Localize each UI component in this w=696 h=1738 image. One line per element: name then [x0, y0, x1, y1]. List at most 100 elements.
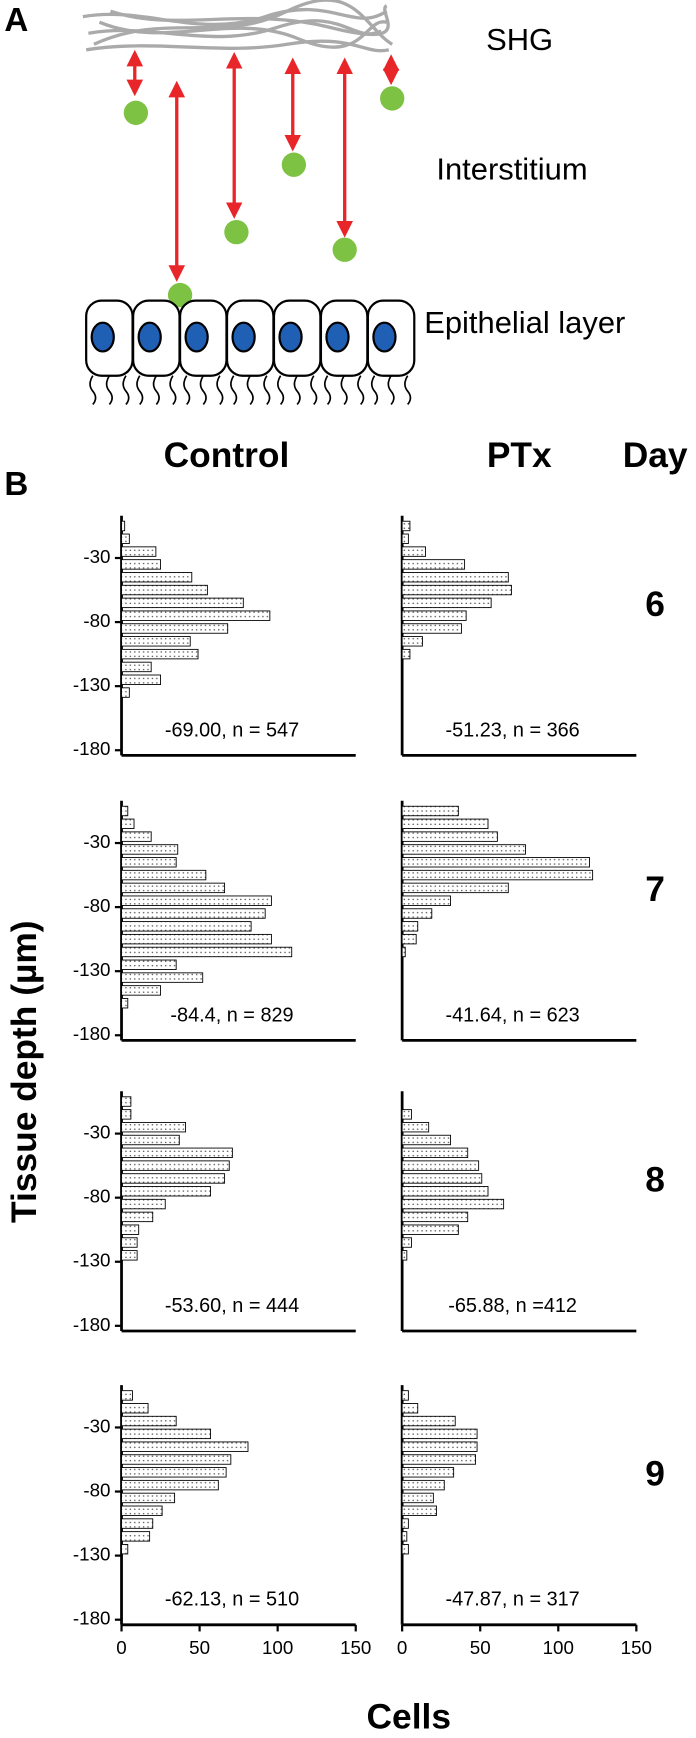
cilium	[169, 375, 177, 405]
y-tick-label: -30	[83, 546, 110, 567]
x-tick-label: 50	[470, 1637, 491, 1658]
bar	[401, 818, 489, 830]
bar	[401, 1224, 459, 1235]
bar	[401, 520, 411, 532]
bar	[401, 882, 509, 894]
column-header: Control	[164, 436, 290, 475]
bar	[401, 844, 526, 855]
bar	[401, 546, 426, 557]
y-tick-label: -30	[83, 1122, 110, 1143]
bar	[401, 869, 594, 881]
bar	[121, 533, 130, 544]
bar	[121, 1454, 232, 1465]
cilium	[323, 375, 332, 405]
panel-label: B	[4, 466, 28, 503]
cilium	[122, 375, 130, 405]
bar	[401, 610, 467, 621]
bar	[121, 1479, 219, 1491]
bar	[121, 1096, 132, 1107]
bar	[401, 1147, 469, 1159]
cilium	[136, 375, 144, 405]
cilium	[340, 375, 348, 405]
bar	[401, 1186, 489, 1197]
bar	[121, 687, 130, 698]
bar	[401, 1531, 408, 1542]
bar	[401, 895, 451, 906]
x-tick-label: 0	[397, 1637, 407, 1658]
diagram-label: Epithelial layer	[424, 305, 625, 340]
bar	[121, 985, 162, 996]
bar	[121, 636, 191, 647]
bar	[121, 1415, 177, 1427]
collagen-fibers	[82, 0, 394, 53]
bar	[121, 1544, 129, 1555]
day-header: Day	[623, 436, 688, 475]
bar	[401, 1505, 437, 1516]
bar	[121, 1109, 132, 1120]
annotation: -84.4, n = 829	[170, 1004, 293, 1026]
bar	[121, 648, 199, 660]
x-tick-label: 0	[116, 1637, 126, 1658]
bar	[121, 908, 266, 919]
day-label: 6	[645, 585, 665, 624]
bar	[401, 1134, 451, 1146]
bar	[121, 805, 129, 817]
bar	[401, 1454, 476, 1465]
bar	[121, 661, 152, 673]
bar	[401, 1428, 478, 1440]
bar	[401, 1492, 434, 1504]
bar	[401, 1237, 412, 1248]
diagram-label: Interstitium	[436, 152, 587, 187]
cilium	[387, 375, 395, 405]
nucleus	[137, 321, 162, 353]
bar	[401, 946, 406, 958]
y-tick-label: -30	[83, 1415, 110, 1436]
y-tick-label: -80	[83, 610, 110, 631]
bar	[121, 597, 244, 609]
bar	[121, 1160, 230, 1171]
bar	[121, 572, 193, 583]
bar	[121, 610, 271, 621]
y-tick-label: -180	[73, 1608, 111, 1629]
bar	[121, 1211, 154, 1223]
bar	[121, 1428, 211, 1440]
x-tick-label: 150	[340, 1637, 371, 1658]
bar	[401, 1441, 478, 1452]
bar	[401, 831, 498, 842]
bar	[121, 972, 204, 983]
bar	[401, 1173, 483, 1184]
y-axis-label: Tissue depth (µm)	[5, 920, 44, 1223]
bar	[121, 1224, 140, 1235]
bar	[121, 546, 157, 557]
cilium	[199, 375, 207, 405]
cilium	[370, 375, 379, 405]
bar	[401, 805, 459, 817]
bar	[401, 559, 466, 570]
bar	[121, 674, 162, 685]
nucleus	[372, 321, 397, 353]
y-tick-label: -130	[73, 674, 111, 695]
cilium	[246, 375, 254, 405]
y-tick-label: -180	[73, 1314, 111, 1335]
bar	[121, 1441, 249, 1452]
bar	[121, 1250, 138, 1261]
y-tick-label: -180	[73, 738, 111, 759]
y-tick-label: -80	[83, 895, 110, 916]
bar	[121, 921, 252, 932]
cilium	[277, 375, 285, 405]
bar	[401, 584, 512, 596]
bar	[401, 1121, 430, 1133]
cilium	[310, 375, 318, 405]
bar	[401, 1479, 445, 1491]
bar	[401, 1211, 469, 1223]
x-tick-label: 50	[189, 1637, 210, 1658]
epithelial-layer	[85, 299, 416, 405]
bar	[121, 1505, 163, 1516]
cilium	[230, 375, 238, 405]
annotation: -65.88, n =412	[448, 1295, 577, 1317]
cilium	[404, 375, 412, 405]
bar	[121, 1492, 176, 1504]
annotation: -69.00, n = 547	[165, 719, 299, 741]
y-tick-label: -30	[83, 831, 110, 852]
